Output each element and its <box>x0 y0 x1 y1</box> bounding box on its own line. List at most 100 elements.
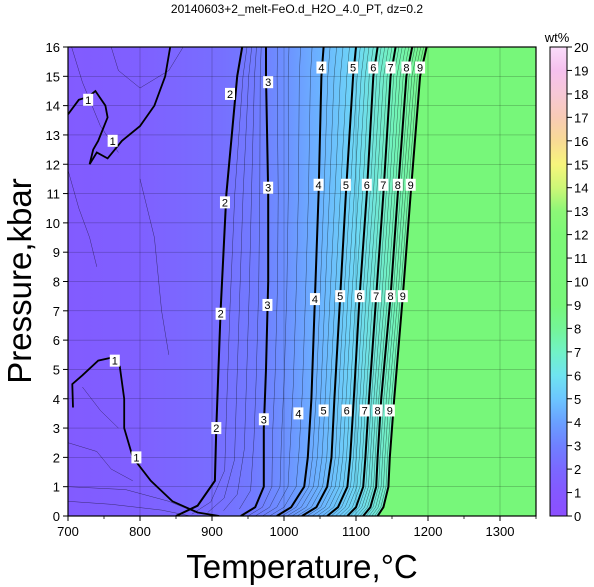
contour-label: 5 <box>348 61 359 75</box>
contour-label-text: 4 <box>318 63 324 75</box>
labeled-contour-lines <box>240 47 428 516</box>
minor-contour <box>68 442 133 482</box>
contour-label-text: 2 <box>227 89 233 101</box>
contour-label: 6 <box>354 290 365 303</box>
minor-contour <box>339 47 389 516</box>
contour-label-text: 7 <box>373 291 379 303</box>
contour-label: 7 <box>359 404 370 417</box>
minor-contour <box>82 386 119 429</box>
contour-label-text: 9 <box>400 291 406 303</box>
contour-label-text: 8 <box>387 291 393 303</box>
contour-label: 2 <box>219 196 230 209</box>
colorbar-tick-label: 19 <box>574 63 588 78</box>
contour-label-text: 5 <box>321 405 327 417</box>
contour-line-8 <box>362 47 414 516</box>
minor-contour <box>223 47 257 511</box>
contour-label-text: 4 <box>295 408 301 420</box>
contour-label-text: 2 <box>218 309 224 321</box>
high-value-region <box>377 47 536 516</box>
contour-line-5 <box>301 47 357 516</box>
minor-contour <box>191 47 248 515</box>
contour-label: 6 <box>368 61 379 75</box>
contour-line-1-lower <box>71 356 220 516</box>
contour-line-4 <box>276 47 325 516</box>
contour-line-6 <box>326 47 379 516</box>
minor-contour <box>316 47 370 516</box>
contour-label-text: 6 <box>344 405 350 417</box>
contour-label-text: 4 <box>315 180 321 192</box>
minor-contour <box>350 47 400 516</box>
colorbar-tick-label: 18 <box>574 87 588 102</box>
contour-label: 9 <box>415 61 426 75</box>
colorbar-tick-label: 5 <box>574 392 581 407</box>
minor-contour <box>262 47 301 516</box>
colorbar-tick-label: 20 <box>574 40 588 55</box>
y-tick-label: 2 <box>53 450 60 465</box>
contour-label-text: 5 <box>343 180 349 192</box>
contour-label: 6 <box>361 178 372 192</box>
minor-contour <box>207 47 252 513</box>
contour-label: 8 <box>401 61 412 75</box>
contour-line-7 <box>346 47 397 516</box>
contour-line-9 <box>376 47 428 516</box>
minor-contour <box>353 47 403 516</box>
contour-label-text: 6 <box>357 291 363 303</box>
contour-label-text: 8 <box>375 405 381 417</box>
minor-contour <box>110 47 184 89</box>
y-tick-label: 14 <box>46 99 60 114</box>
chart-title: 20140603+2_melt-FeO.d_H2O_4.0_PT, dz=0.2 <box>171 2 423 16</box>
contour-label: 4 <box>316 61 327 75</box>
minor-contour <box>269 47 313 516</box>
contour-label-text: 6 <box>364 180 370 192</box>
x-tick-label: 700 <box>57 524 79 539</box>
colorbar-tick-label: 13 <box>574 204 588 219</box>
minor-contour <box>247 47 279 516</box>
minor-contour <box>368 47 419 516</box>
contour-label-text: 3 <box>264 300 270 312</box>
contour-label: 2 <box>225 87 235 101</box>
minor-contour <box>291 47 344 516</box>
contour-label-text: 1 <box>133 452 139 464</box>
y-tick-label: 6 <box>53 333 60 348</box>
minor-contour <box>371 47 422 516</box>
minor-contour <box>356 47 406 516</box>
contour-label: 2 <box>215 307 226 321</box>
contour-label: 8 <box>372 404 383 417</box>
contour-label-text: 7 <box>380 180 386 192</box>
contour-label: 1 <box>131 451 142 464</box>
contour-label-text: 9 <box>387 405 393 417</box>
minor-contour <box>68 170 98 267</box>
contour-line-3 <box>240 47 270 516</box>
minor-contour <box>68 501 191 516</box>
contour-label-text: 4 <box>312 294 318 306</box>
contour-label: 2 <box>211 422 222 435</box>
colorbar-tick-label: 12 <box>574 228 588 243</box>
y-tick-label: 16 <box>46 40 60 55</box>
minor-contour <box>239 47 262 510</box>
minor-contour <box>306 47 361 516</box>
colorbar-tick-label: 7 <box>574 345 581 360</box>
contour-label: 3 <box>262 298 273 312</box>
minor-contour <box>335 47 386 516</box>
colorbar-tick-label: 8 <box>574 321 581 336</box>
contour-label: 1 <box>109 354 120 368</box>
contour-label-text: 1 <box>85 95 91 107</box>
contour-label-text: 2 <box>213 423 219 435</box>
contour-label-text: 3 <box>265 77 271 89</box>
x-tick-label: 800 <box>129 524 151 539</box>
minor-contour <box>296 47 350 516</box>
x-tick-label: 1300 <box>486 524 515 539</box>
contour-label: 3 <box>263 181 274 195</box>
colorbar-tick-label: 0 <box>574 509 581 524</box>
minor-contour <box>331 47 382 516</box>
y-tick-label: 0 <box>53 509 60 524</box>
contour-label: 1 <box>83 93 94 107</box>
minor-contour <box>255 47 290 516</box>
colorbar-label: wt% <box>544 30 570 45</box>
x-tick-label: 1100 <box>342 524 370 539</box>
x-axis-ticks: 700 800 900 1000 1100 1200 1300 <box>57 516 537 539</box>
